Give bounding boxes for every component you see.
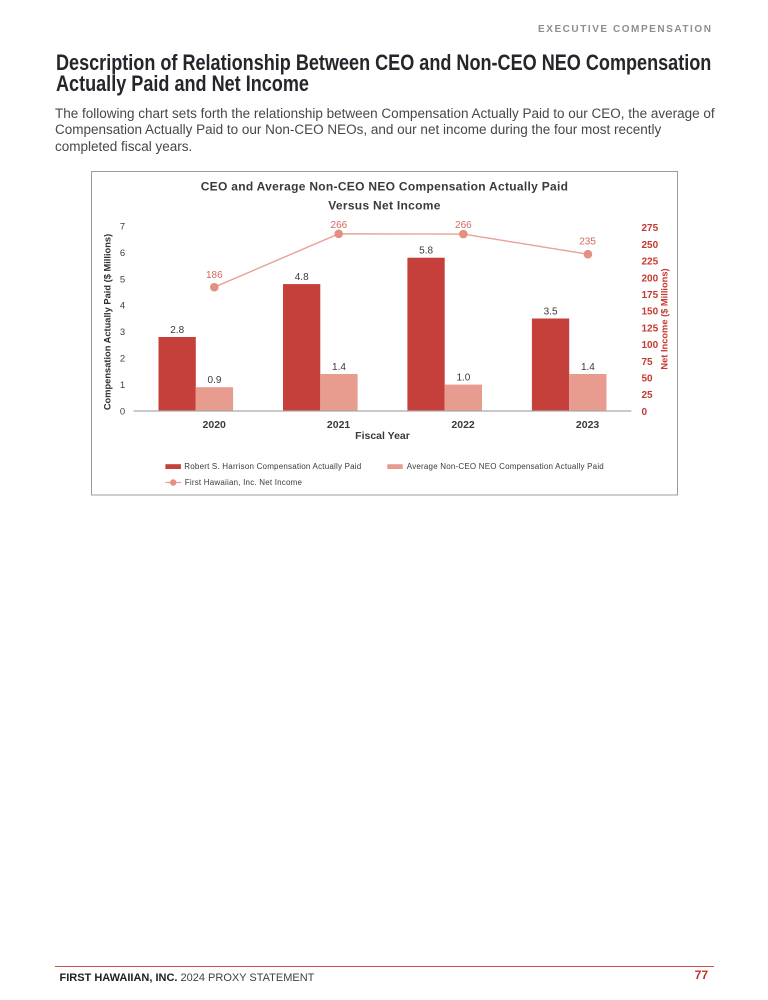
svg-text:5: 5 xyxy=(120,274,125,285)
svg-text:Average Non-CEO NEO Compensati: Average Non-CEO NEO Compensation Actuall… xyxy=(407,462,604,471)
svg-text:2020: 2020 xyxy=(203,419,227,431)
svg-text:2: 2 xyxy=(120,354,125,365)
svg-text:1.4: 1.4 xyxy=(581,362,595,373)
svg-text:3.5: 3.5 xyxy=(544,307,558,318)
svg-text:235: 235 xyxy=(579,237,596,248)
svg-text:2022: 2022 xyxy=(451,419,475,431)
svg-text:175: 175 xyxy=(642,290,659,301)
svg-text:200: 200 xyxy=(642,273,659,284)
svg-text:1.4: 1.4 xyxy=(332,362,346,373)
svg-text:100: 100 xyxy=(642,340,659,351)
svg-text:7: 7 xyxy=(120,221,125,232)
svg-text:0: 0 xyxy=(642,407,648,418)
svg-text:4.8: 4.8 xyxy=(295,272,309,283)
svg-text:Compensation Actually Paid ($: Compensation Actually Paid ($ Millions) xyxy=(103,234,113,410)
svg-text:266: 266 xyxy=(331,220,348,231)
svg-text:2021: 2021 xyxy=(327,419,351,431)
svg-text:50: 50 xyxy=(642,374,654,385)
svg-text:1.0: 1.0 xyxy=(456,373,470,384)
svg-text:6: 6 xyxy=(120,248,125,259)
svg-text:4: 4 xyxy=(120,301,125,312)
svg-text:75: 75 xyxy=(642,357,654,368)
svg-text:150: 150 xyxy=(642,307,659,318)
svg-text:250: 250 xyxy=(642,240,659,251)
svg-text:Fiscal Year: Fiscal Year xyxy=(355,430,410,442)
svg-text:186: 186 xyxy=(206,270,223,281)
svg-text:CEO and Average Non-CEO NEO Co: CEO and Average Non-CEO NEO Compensation… xyxy=(201,179,569,193)
svg-text:First Hawaiian, Inc. Net Incom: First Hawaiian, Inc. Net Income xyxy=(185,478,303,487)
svg-text:Robert S. Harrison Compensatio: Robert S. Harrison Compensation Actually… xyxy=(184,462,361,471)
svg-text:5.8: 5.8 xyxy=(419,246,433,257)
svg-text:266: 266 xyxy=(455,220,472,231)
svg-text:1: 1 xyxy=(120,380,125,391)
svg-text:Net Income ($ Millions): Net Income ($ Millions) xyxy=(660,268,670,369)
svg-text:275: 275 xyxy=(642,223,659,234)
svg-text:225: 225 xyxy=(642,257,659,268)
svg-text:2023: 2023 xyxy=(576,419,600,431)
svg-text:0: 0 xyxy=(120,406,125,417)
svg-text:Versus Net Income: Versus Net Income xyxy=(328,199,441,213)
svg-text:2.8: 2.8 xyxy=(170,325,184,336)
svg-text:3: 3 xyxy=(120,327,125,338)
svg-text:125: 125 xyxy=(642,323,659,334)
svg-text:25: 25 xyxy=(642,390,654,401)
svg-text:0.9: 0.9 xyxy=(208,375,222,386)
